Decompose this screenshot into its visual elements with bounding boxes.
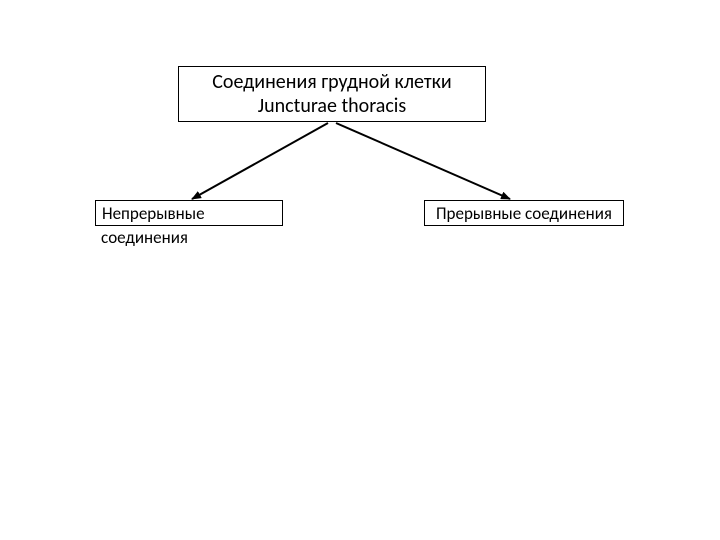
left-child-node: Непрерывные [95, 200, 283, 226]
root-title-line2: Juncturae thoracis [258, 94, 406, 118]
edge-root-to-left [192, 123, 328, 199]
root-node: Соединения грудной клетки Juncturae thor… [178, 66, 486, 122]
edge-root-to-right [336, 123, 510, 199]
right-child-text: Прерывные соединения [436, 203, 612, 224]
left-child-text: Непрерывные [102, 203, 205, 224]
root-title-line1: Соединения грудной клетки [212, 70, 452, 94]
right-child-node: Прерывные соединения [424, 200, 624, 226]
left-child-overflow-text: соединения [101, 227, 188, 248]
